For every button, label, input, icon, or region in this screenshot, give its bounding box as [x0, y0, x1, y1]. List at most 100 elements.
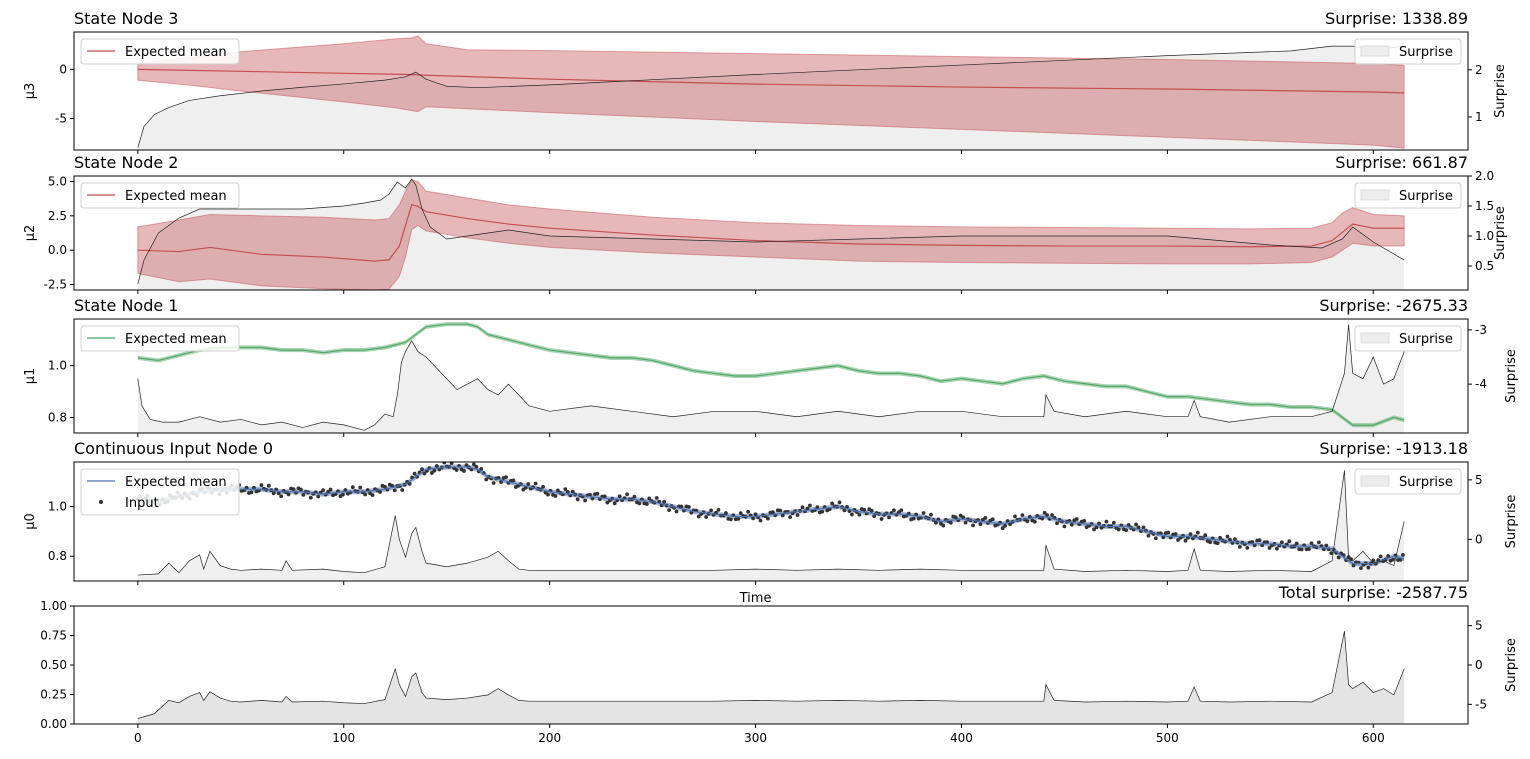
- input-point: [1176, 538, 1180, 542]
- input-point: [555, 488, 560, 493]
- input-point: [1183, 538, 1188, 543]
- surprise-line: [137, 178, 1405, 285]
- input-point: [617, 494, 622, 499]
- y-tick-label: 0.75: [40, 629, 67, 643]
- input-point: [1336, 555, 1341, 560]
- y2-tick-label: 2.0: [1475, 169, 1494, 183]
- input-point: [753, 512, 758, 517]
- panel-title: Continuous Input Node 0: [74, 439, 273, 458]
- plot-area: [135, 462, 1405, 581]
- y2-tick-label: 0: [1475, 532, 1483, 546]
- input-point: [454, 468, 459, 472]
- input-point: [350, 485, 355, 490]
- input-point: [1126, 523, 1131, 527]
- input-point: [420, 467, 424, 472]
- input-point: [1003, 523, 1008, 528]
- input-point: [541, 484, 545, 489]
- input-point: [1000, 526, 1005, 531]
- x-tick-label: 400: [950, 731, 973, 745]
- input-point: [363, 492, 368, 497]
- input-point: [491, 481, 496, 485]
- input-point: [348, 490, 353, 495]
- input-point: [1195, 530, 1200, 535]
- y-tick-label: 0.8: [48, 549, 67, 563]
- input-point: [479, 467, 484, 471]
- input-point: [504, 475, 508, 480]
- input-point: [1116, 527, 1121, 532]
- input-point: [565, 489, 570, 494]
- input-point: [341, 492, 345, 497]
- input-point: [837, 500, 842, 505]
- input-point: [1215, 541, 1220, 546]
- plot-area: [137, 178, 1405, 290]
- input-point: [820, 509, 825, 514]
- legend-surprise: Surprise: [1354, 38, 1462, 65]
- input-point: [279, 494, 284, 499]
- input-point: [570, 489, 575, 494]
- input-point: [499, 480, 503, 485]
- y2-tick-label: 0: [1475, 658, 1483, 672]
- input-point: [412, 471, 417, 476]
- input-point: [1267, 546, 1272, 550]
- x-tick-label: 300: [744, 731, 767, 745]
- input-point: [1287, 539, 1292, 544]
- input-point: [736, 516, 741, 521]
- input-point: [983, 516, 988, 520]
- input-point: [662, 499, 667, 504]
- panel-2: 0.8 1.0 -4 -3 μ1 Surprise State Node 1 Surprise…: [23, 296, 1519, 437]
- input-point: [921, 511, 926, 515]
- panel-title: State Node 2: [74, 153, 178, 172]
- axes-frame: [73, 318, 1469, 434]
- legend-surprise-swatch: [1360, 332, 1390, 344]
- input-point: [583, 498, 587, 503]
- plot-area: [137, 631, 1405, 724]
- legend-mean-label: Expected mean: [125, 45, 227, 60]
- uncertainty-band: [137, 35, 1405, 149]
- surprise-line: [137, 324, 1405, 431]
- y-axis-label: μ2: [23, 225, 38, 242]
- input-point: [667, 508, 671, 512]
- y2-tick-label: 1: [1475, 110, 1483, 124]
- input-point: [449, 462, 454, 466]
- input-point: [978, 522, 983, 527]
- input-point: [511, 478, 516, 483]
- input-point: [805, 506, 810, 511]
- input-point: [679, 504, 684, 509]
- surprise-area: [137, 179, 1405, 290]
- input-point: [1008, 522, 1012, 527]
- input-point: [1040, 516, 1045, 521]
- input-point: [738, 511, 743, 516]
- input-point: [1225, 534, 1230, 539]
- input-point: [963, 520, 968, 525]
- input-point: [778, 508, 783, 513]
- legend-input-label: Input: [125, 496, 159, 511]
- input-point: [941, 523, 946, 528]
- input-point: [1050, 513, 1054, 517]
- input-point: [766, 516, 770, 521]
- y-axis-label: μ0: [23, 513, 38, 530]
- input-point: [1045, 513, 1050, 517]
- input-point: [1307, 547, 1311, 551]
- y2-axis-label: Surprise: [1493, 64, 1508, 118]
- legend-mean-label: Expected mean: [125, 475, 227, 490]
- y-tick-label: 0.25: [40, 688, 67, 702]
- y2-tick-label: 2: [1475, 63, 1483, 77]
- surprise-total: Total surprise: -2587.75: [1278, 583, 1468, 602]
- y-tick-label: 0: [59, 62, 67, 76]
- input-point: [654, 496, 659, 500]
- input-point: [383, 484, 387, 489]
- input-point: [328, 487, 333, 492]
- input-point: [696, 514, 701, 519]
- input-point: [1294, 541, 1299, 546]
- input-point: [358, 485, 363, 490]
- input-point: [1237, 544, 1242, 549]
- legend-surprise: Surprise: [1354, 468, 1462, 495]
- panel-0: -5 0 1 2 μ3 Surprise State Node 3 Surprise: 133…: [23, 9, 1508, 154]
- input-point: [716, 507, 721, 512]
- input-point: [1161, 535, 1166, 540]
- input-point: [1279, 540, 1284, 545]
- y2-axis-label: Surprise: [1504, 638, 1519, 692]
- input-point: [553, 494, 558, 498]
